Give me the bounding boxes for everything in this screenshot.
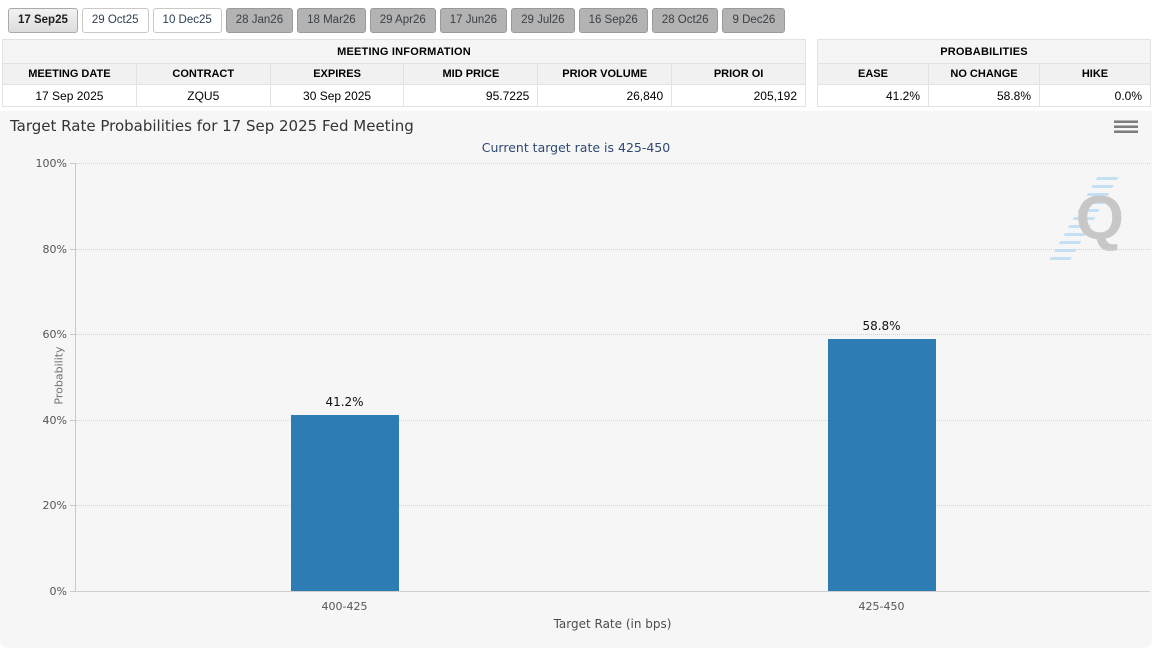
meeting-info-cell: 95.7225 [404,85,538,107]
meeting-date-tab-0[interactable]: 17 Sep25 [8,8,78,33]
x-tick-label: 425-450 [859,600,905,613]
probabilities-colheader: HIKE [1040,64,1151,85]
quikstrike-watermark-icon: Q [1036,177,1132,263]
y-tick-label: 60% [23,328,67,341]
gridline-80% [76,249,1150,250]
chart-container: Target Rate Probabilities for 17 Sep 202… [0,111,1152,648]
y-axis-tick [70,505,76,506]
probabilities-table: PROBABILITIESEASENO CHANGEHIKE 41.2%58.8%… [817,39,1151,107]
meeting-date-tab-2[interactable]: 10 Dec25 [153,8,222,33]
x-tick-label: 400-425 [322,600,368,613]
y-tick-label: 20% [23,499,67,512]
y-tick-label: 0% [23,585,67,598]
probabilities-cell: 0.0% [1040,85,1151,107]
meeting-information-table: MEETING INFORMATIONMEETING DATECONTRACTE… [2,39,806,107]
chart-title: Target Rate Probabilities for 17 Sep 202… [10,117,414,135]
meeting-date-tab-7[interactable]: 29 Jul26 [511,8,574,33]
meeting-date-tab-1[interactable]: 29 Oct25 [82,8,149,33]
meeting-info-cell: 205,192 [672,85,806,107]
gridline-0% [76,591,1150,592]
meeting-info-colheader: MID PRICE [404,64,538,85]
gridline-100% [76,163,1150,164]
meeting-date-tab-6[interactable]: 17 Jun26 [440,8,507,33]
probabilities-cell: 58.8% [929,85,1040,107]
y-axis-tick [70,163,76,164]
probabilities-cell: 41.2% [818,85,929,107]
gridline-40% [76,420,1150,421]
plot-area: Q Probability 0%20%40%60%80%100%41.2%400… [75,163,1150,591]
meeting-info-cell: 17 Sep 2025 [3,85,137,107]
probabilities-colheader: EASE [818,64,929,85]
probability-bar-400-425[interactable] [291,415,399,591]
probabilities-colheader: NO CHANGE [929,64,1040,85]
meeting-info-colheader: PRIOR OI [672,64,806,85]
meeting-date-tabbar: 17 Sep2529 Oct2510 Dec2528 Jan2618 Mar26… [0,0,1164,36]
meeting-date-tab-4[interactable]: 18 Mar26 [297,8,366,33]
meeting-info-title: MEETING INFORMATION [3,40,806,64]
y-axis-tick [70,334,76,335]
x-axis-title: Target Rate (in bps) [75,617,1150,631]
chart-subtitle: Current target rate is 425-450 [0,140,1152,155]
meeting-info-cell: 30 Sep 2025 [270,85,404,107]
gridline-20% [76,505,1150,506]
chart-menu-hamburger-icon[interactable] [1114,120,1138,137]
y-axis-tick [70,591,76,592]
meeting-info-colheader: EXPIRES [270,64,404,85]
meeting-date-tab-3[interactable]: 28 Jan26 [226,8,293,33]
meeting-info-colheader: MEETING DATE [3,64,137,85]
probabilities-title: PROBABILITIES [818,40,1151,64]
meeting-date-tab-9[interactable]: 28 Oct26 [652,8,719,33]
summary-tables-row: MEETING INFORMATIONMEETING DATECONTRACTE… [0,36,1164,107]
bar-data-label: 58.8% [862,319,900,333]
y-axis-title: Probability [53,336,66,416]
gridline-60% [76,334,1150,335]
meeting-info-colheader: CONTRACT [136,64,270,85]
y-axis-tick [70,249,76,250]
y-tick-label: 40% [23,414,67,427]
y-tick-label: 80% [23,243,67,256]
probability-bar-425-450[interactable] [828,339,936,591]
meeting-info-cell: ZQU5 [136,85,270,107]
bar-data-label: 41.2% [325,395,363,409]
meeting-info-colheader: PRIOR VOLUME [538,64,672,85]
y-axis-tick [70,420,76,421]
meeting-date-tab-8[interactable]: 16 Sep26 [579,8,648,33]
meeting-info-cell: 26,840 [538,85,672,107]
meeting-date-tab-10[interactable]: 9 Dec26 [722,8,785,33]
meeting-date-tab-5[interactable]: 29 Apr26 [370,8,436,33]
y-tick-label: 100% [23,157,67,170]
